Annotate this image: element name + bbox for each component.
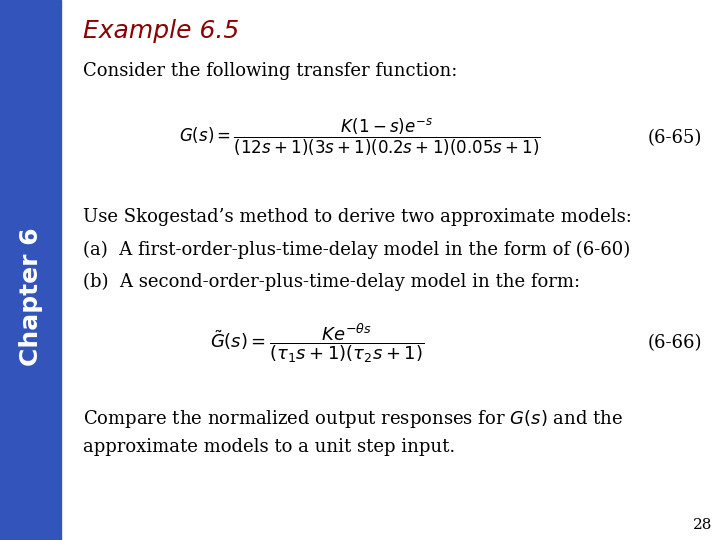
Text: Example 6.5: Example 6.5 bbox=[83, 19, 239, 43]
Text: (6-65): (6-65) bbox=[647, 129, 702, 147]
Text: Chapter 6: Chapter 6 bbox=[19, 228, 42, 366]
Text: $G(s)=\dfrac{K\left(1-s\right)e^{-s}}{\left(12s+1\right)\left(3s+1\right)\left(0: $G(s)=\dfrac{K\left(1-s\right)e^{-s}}{\l… bbox=[179, 117, 541, 158]
Text: 28: 28 bbox=[693, 518, 713, 532]
Text: $\tilde{G}(s)=\dfrac{Ke^{-\theta s}}{\left(\tau_1 s+1\right)\left(\tau_2 s+1\rig: $\tilde{G}(s)=\dfrac{Ke^{-\theta s}}{\le… bbox=[210, 321, 424, 365]
Text: (a)  A first-order-plus-time-delay model in the form of (6-60): (a) A first-order-plus-time-delay model … bbox=[83, 240, 630, 259]
Text: (b)  A second-order-plus-time-delay model in the form:: (b) A second-order-plus-time-delay model… bbox=[83, 273, 580, 291]
Text: (6-66): (6-66) bbox=[647, 334, 702, 352]
Text: Use Skogestad’s method to derive two approximate models:: Use Skogestad’s method to derive two app… bbox=[83, 208, 631, 226]
Text: Consider the following transfer function:: Consider the following transfer function… bbox=[83, 62, 457, 80]
Bar bbox=[0, 0, 61, 540]
Text: approximate models to a unit step input.: approximate models to a unit step input. bbox=[83, 438, 455, 456]
Text: Compare the normalized output responses for $G(s)$ and the: Compare the normalized output responses … bbox=[83, 408, 623, 430]
